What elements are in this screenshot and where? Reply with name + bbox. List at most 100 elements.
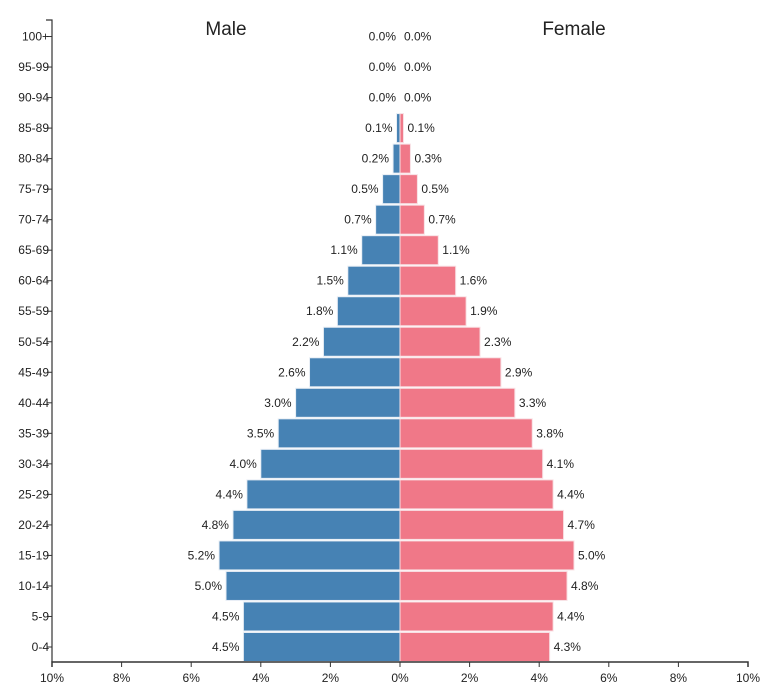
male-label-95-99: 0.0% [369,60,397,74]
x-tick-label: 10% [736,671,760,685]
female-bar-70-74 [399,204,425,235]
y-tick-label-50-54: 50-54 [18,335,49,349]
x-tick-label: 4% [531,671,549,685]
female-label-40-44: 3.3% [519,396,547,410]
male-bar-20-24 [232,509,401,540]
x-tick-label: 2% [461,671,479,685]
female-bar-10-14 [399,570,568,601]
female-label-0-4: 4.3% [554,640,582,654]
female-bar-20-24 [399,509,565,540]
female-label-15-19: 5.0% [578,548,606,562]
y-tick-label-95-99: 95-99 [18,60,49,74]
female-label-30-34: 4.1% [547,457,575,471]
y-tick-label-5-9: 5-9 [32,609,50,623]
male-label-10-14: 5.0% [195,579,223,593]
male-label-30-34: 4.0% [229,457,257,471]
male-bar-55-59 [336,296,401,327]
male-bar-60-64 [347,265,401,296]
male-label-85-89: 0.1% [365,121,393,135]
male-bar-85-89 [396,113,401,144]
female-label-65-69: 1.1% [442,243,470,257]
male-bar-10-14 [225,570,401,601]
y-tick-label-60-64: 60-64 [18,274,49,288]
y-tick-label-25-29: 25-29 [18,487,49,501]
male-label-25-29: 4.4% [216,487,244,501]
female-label-75-79: 0.5% [421,182,449,196]
y-axis-line [46,19,53,662]
female-title: Female [542,19,605,40]
male-label-0-4: 4.5% [212,640,240,654]
female-bar-65-69 [399,235,439,266]
male-label-15-19: 5.2% [188,548,216,562]
female-bar-25-29 [399,479,554,510]
x-tick-label: 8% [670,671,688,685]
y-tick-label-30-34: 30-34 [18,457,49,471]
male-label-35-39: 3.5% [247,426,275,440]
y-tick-label-0-4: 0-4 [32,640,50,654]
female-label-95-99: 0.0% [404,60,432,74]
female-label-70-74: 0.7% [428,213,456,227]
y-tick-label-15-19: 15-19 [18,548,49,562]
female-label-60-64: 1.6% [460,274,488,288]
male-label-65-69: 1.1% [330,243,358,257]
male-bar-65-69 [361,235,401,266]
female-bar-45-49 [399,357,502,388]
female-bar-50-54 [399,326,481,357]
female-bar-85-89 [399,113,404,144]
female-bar-75-79 [399,174,418,205]
y-tick-label-45-49: 45-49 [18,365,49,379]
y-tick-label-70-74: 70-74 [18,213,49,227]
female-bar-5-9 [399,601,554,632]
female-bar-35-39 [399,418,533,449]
x-tick-label: 10% [40,671,64,685]
male-bar-40-44 [295,387,401,418]
male-label-60-64: 1.5% [316,274,344,288]
male-title: Male [205,19,246,40]
y-tick-label-20-24: 20-24 [18,518,49,532]
female-bar-60-64 [399,265,457,296]
male-bar-80-84 [392,143,401,174]
male-label-100+: 0.0% [369,30,397,44]
female-label-50-54: 2.3% [484,335,512,349]
male-bar-35-39 [277,418,401,449]
male-label-80-84: 0.2% [362,152,390,166]
y-tick-label-85-89: 85-89 [18,121,49,135]
female-bar-0-4 [399,632,551,662]
y-tick-label-80-84: 80-84 [18,152,49,166]
female-label-45-49: 2.9% [505,365,533,379]
male-label-20-24: 4.8% [202,518,230,532]
male-bar-50-54 [322,326,401,357]
male-label-5-9: 4.5% [212,609,240,623]
female-label-35-39: 3.8% [536,426,564,440]
female-label-85-89: 0.1% [407,121,435,135]
male-bar-15-19 [218,540,401,571]
male-bar-45-49 [309,357,401,388]
y-tick-label-65-69: 65-69 [18,243,49,257]
male-bar-70-74 [375,204,401,235]
male-label-70-74: 0.7% [344,213,372,227]
x-tick-label: 8% [113,671,131,685]
male-label-55-59: 1.8% [306,304,334,318]
female-bar-55-59 [399,296,467,327]
female-label-90-94: 0.0% [404,91,432,105]
male-label-90-94: 0.0% [369,91,397,105]
male-label-45-49: 2.6% [278,365,306,379]
male-bar-25-29 [246,479,401,510]
y-tick-label-40-44: 40-44 [18,396,49,410]
male-label-40-44: 3.0% [264,396,292,410]
y-tick-label-90-94: 90-94 [18,91,49,105]
male-bar-30-34 [260,448,401,479]
male-bar-75-79 [382,174,401,205]
y-tick-label-35-39: 35-39 [18,426,49,440]
female-label-25-29: 4.4% [557,487,585,501]
female-label-100+: 0.0% [404,30,432,44]
y-tick-label-100+: 100+ [22,30,49,44]
female-label-55-59: 1.9% [470,304,498,318]
female-bar-40-44 [399,387,516,418]
x-tick-label: 4% [252,671,270,685]
female-bar-30-34 [399,448,544,479]
female-label-80-84: 0.3% [414,152,442,166]
female-bar-80-84 [399,143,411,174]
male-bar-5-9 [242,601,401,632]
